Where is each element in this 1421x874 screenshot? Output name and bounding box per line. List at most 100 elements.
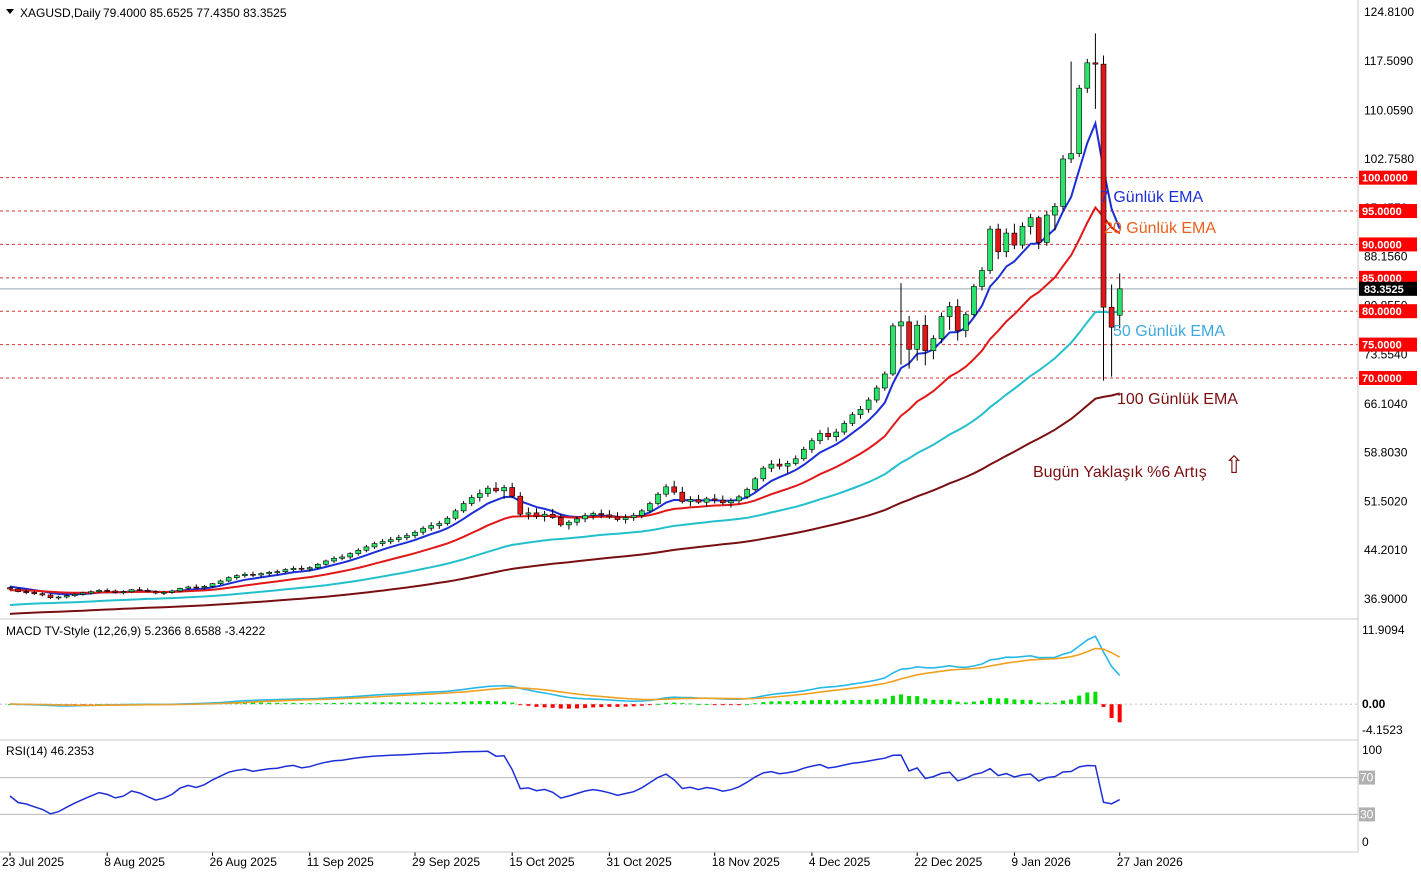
macd-histogram-bar xyxy=(1028,700,1033,705)
daily-gain-annotation: Bugün Yaklaşık %6 Artış xyxy=(1033,464,1207,481)
candle xyxy=(7,587,13,590)
price-tick-label: 58.8030 xyxy=(1364,446,1408,460)
macd-histogram-bar xyxy=(477,701,482,705)
candle xyxy=(193,586,200,589)
candle xyxy=(185,586,191,589)
candle xyxy=(460,503,467,512)
macd-histogram-bar xyxy=(396,702,401,705)
macd-title: MACD TV-Style (12,26,9) 5.2366 8.6588 -3… xyxy=(6,624,266,638)
candle xyxy=(1116,288,1123,316)
candle xyxy=(468,497,475,504)
candle xyxy=(47,594,54,598)
time-axis: 23 Jul 2025 8 Aug 2025 26 Aug 2025 11 Sep 2… xyxy=(0,851,1358,869)
price-tick-label: 66.1040 xyxy=(1364,397,1408,411)
candle xyxy=(1076,87,1082,154)
candle xyxy=(225,577,232,582)
candle xyxy=(274,571,281,573)
macd-histogram-bar xyxy=(558,704,563,709)
candle xyxy=(703,498,710,503)
candle xyxy=(136,589,143,591)
level-label: 80.0000 xyxy=(1362,306,1402,318)
candle xyxy=(1044,214,1050,243)
candle xyxy=(736,496,742,502)
macd-histogram-bar xyxy=(1012,699,1017,705)
rsi-title: RSI(14) 46.2353 xyxy=(6,744,94,758)
candle xyxy=(306,567,313,570)
candle xyxy=(865,399,872,410)
candle xyxy=(112,590,119,593)
level-label: 95.0000 xyxy=(1362,206,1402,218)
macd-histogram-bar xyxy=(753,703,758,705)
candle xyxy=(209,583,216,587)
price-tick-label: 102.7580 xyxy=(1364,152,1414,166)
macd-histogram-bar xyxy=(931,699,936,705)
macd-histogram-bar xyxy=(404,702,409,705)
candle xyxy=(906,321,912,350)
level-label-bg xyxy=(1359,204,1417,219)
candle xyxy=(323,560,329,565)
candle xyxy=(55,596,62,599)
level-label: 75.0000 xyxy=(1362,340,1402,352)
macd-histogram-bar xyxy=(575,704,579,709)
macd-tick-label: 11.9094 xyxy=(1362,623,1405,637)
level-label-bg xyxy=(1359,337,1417,352)
macd-histogram-bar xyxy=(850,700,855,705)
candle xyxy=(930,338,937,351)
candle xyxy=(979,270,985,287)
macd-histogram-bar xyxy=(340,702,345,705)
candle xyxy=(695,499,702,503)
macd-histogram-bar xyxy=(939,699,944,705)
macd-histogram-bar xyxy=(275,702,280,705)
macd-histogram-bar xyxy=(510,702,515,705)
macd-tick-label: -4.1523 xyxy=(1362,723,1403,737)
candle xyxy=(630,515,637,518)
candle xyxy=(72,594,78,596)
candle xyxy=(1052,206,1058,216)
candle xyxy=(768,463,775,469)
candle xyxy=(282,569,289,572)
macd-histogram-bar xyxy=(858,699,863,705)
candle xyxy=(549,513,556,518)
candle xyxy=(63,595,70,598)
macd-histogram-bar xyxy=(1004,698,1009,705)
candle xyxy=(128,589,135,592)
macd-histogram-bar xyxy=(583,704,588,708)
macd-histogram-bar xyxy=(1093,691,1098,705)
candle xyxy=(387,539,394,542)
macd-histogram-bar xyxy=(502,701,507,705)
time-tick-label: 18 Nov 2025 xyxy=(712,855,780,869)
ema-line-50 xyxy=(9,310,1120,606)
candle xyxy=(784,463,791,467)
macd-histogram-bar xyxy=(647,704,652,706)
macd-histogram-bar xyxy=(388,702,393,705)
macd-histogram-bar xyxy=(332,702,336,705)
macd-histogram-bar xyxy=(720,704,725,706)
candle xyxy=(339,556,345,559)
dropdown-triangle-icon[interactable] xyxy=(6,9,14,14)
macd-histogram-bar xyxy=(299,703,304,705)
time-tick-label: 15 Oct 2025 xyxy=(509,855,575,869)
macd-histogram-bar xyxy=(1077,695,1082,705)
macd-histogram-bar xyxy=(518,704,523,706)
macd-histogram-bar xyxy=(818,699,822,705)
macd-histogram-bar xyxy=(1109,704,1114,718)
macd-histogram-bar xyxy=(1052,702,1057,705)
candle xyxy=(493,487,499,492)
candle xyxy=(914,324,921,350)
time-tick-label: 31 Oct 2025 xyxy=(606,855,672,869)
price-tick-label: 88.1560 xyxy=(1364,250,1408,264)
rsi-level-label-bg xyxy=(1359,807,1375,822)
macd-histogram-bar xyxy=(680,703,685,705)
price-tick-label: 44.2010 xyxy=(1364,543,1408,557)
macd-histogram-bar xyxy=(242,702,247,705)
macd-histogram-bar xyxy=(372,702,377,705)
macd-histogram-bar xyxy=(526,704,531,706)
macd-histogram-bar xyxy=(963,702,968,705)
candle xyxy=(744,489,750,498)
ema100-annotation: 100 Günlük EMA xyxy=(1117,391,1238,408)
candle xyxy=(96,590,102,592)
macd-histogram-bar xyxy=(745,704,750,706)
candle xyxy=(234,575,240,578)
macd-histogram-bar xyxy=(364,702,369,705)
